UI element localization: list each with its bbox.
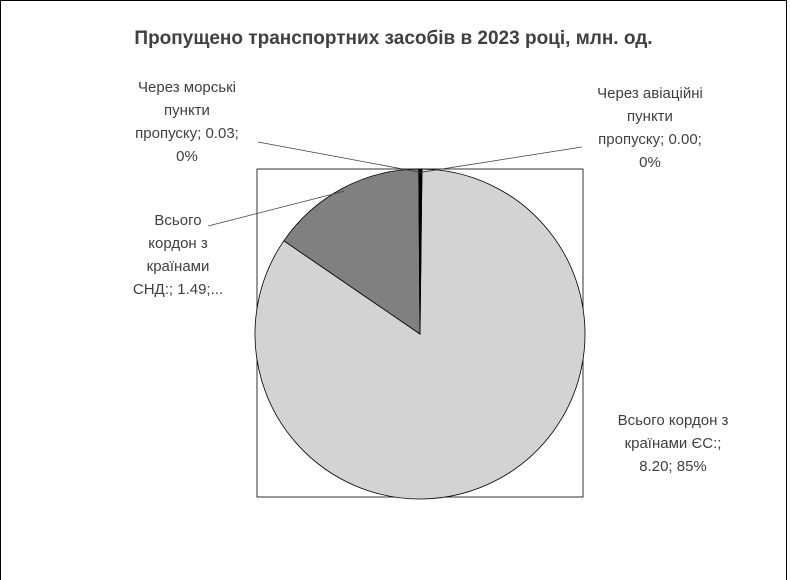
slice-label-1: Через авіаційні пункти пропуску; 0.00; 0% <box>597 85 703 171</box>
slice-label-2: Всього кордон з країнами ЄС:; 8.20; 85% <box>618 412 729 475</box>
leader-line-1 <box>420 146 583 173</box>
leader-line-4 <box>257 141 421 173</box>
leader-line-3 <box>207 190 345 227</box>
slice-label-3: Всього кордон з країнами СНД:; 1.49;... <box>133 212 223 298</box>
slice-label-4: Через морські пункти пропуску; 0.03; 0% <box>135 79 239 165</box>
chart-title: Пропущено транспортних засобів в 2023 ро… <box>134 28 653 49</box>
pie-slice-4 <box>418 168 423 335</box>
